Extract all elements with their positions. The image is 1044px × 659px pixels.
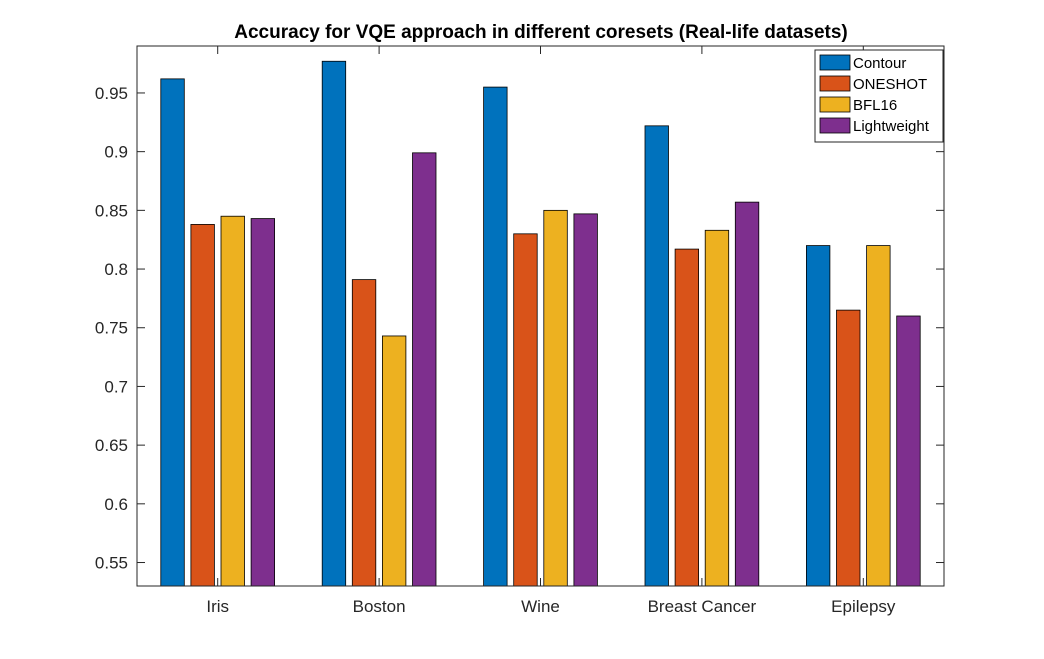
bar-iris-bfl16 — [220, 215, 245, 587]
bar-boston-bfl16 — [381, 335, 407, 587]
legend: Contour ONESHOT BFL16 Lightweight — [814, 49, 944, 143]
x-tick-label: Epilepsy — [831, 597, 896, 616]
bar-boston-lightweight — [412, 152, 437, 587]
bar-boston-contour — [321, 60, 347, 587]
x-tick-label: Iris — [206, 597, 229, 616]
bar-breast-cancer-contour — [644, 125, 669, 587]
y-tick-label: 0.85 — [95, 201, 128, 220]
legend-label-bfl16: BFL16 — [853, 97, 897, 114]
x-tick-label: Breast Cancer — [648, 597, 757, 616]
y-tick-label: 0.6 — [104, 495, 128, 514]
bar-wine-contour — [483, 86, 508, 587]
bar-breast-cancer-lightweight — [734, 201, 760, 587]
y-tick-label: 0.75 — [95, 319, 128, 338]
bar-epilepsy-contour — [806, 245, 831, 587]
y-tick-label: 0.95 — [95, 84, 128, 103]
legend-label-lightweight: Lightweight — [853, 118, 930, 135]
chart-title: Accuracy for VQE approach in different c… — [234, 22, 847, 43]
bar-wine-bfl16 — [543, 209, 568, 587]
bar-epilepsy-bfl16 — [866, 245, 891, 587]
y-tick-label: 0.8 — [104, 260, 128, 279]
bar-iris-lightweight — [250, 218, 276, 587]
x-tick-label: Boston — [353, 597, 406, 616]
legend-swatch-bfl16 — [819, 96, 851, 113]
bar-wine-lightweight — [573, 213, 598, 587]
y-tick-label: 0.7 — [104, 377, 128, 396]
y-tick-label: 0.9 — [104, 143, 128, 162]
x-tick-label: Wine — [521, 597, 560, 616]
legend-label-oneshot: ONESHOT — [853, 76, 927, 93]
bar-breast-cancer-oneshot — [674, 248, 699, 587]
bar-boston-oneshot — [351, 279, 377, 587]
legend-swatch-oneshot — [819, 75, 851, 92]
plot-area: 0.55 0.6 0.65 0.7 0.75 0.8 0.85 0.9 0.95 Iris Bost… — [95, 45, 945, 616]
y-tick-label: 0.65 — [95, 436, 128, 455]
legend-swatch-contour — [819, 54, 851, 71]
bar-epilepsy-lightweight — [896, 315, 921, 587]
bar-wine-oneshot — [513, 233, 538, 587]
bar-iris-oneshot — [190, 224, 215, 587]
bar-iris-contour — [160, 78, 185, 587]
legend-swatch-lightweight — [819, 117, 851, 134]
bar-breast-cancer-bfl16 — [704, 229, 730, 587]
y-tick-label: 0.55 — [95, 554, 128, 573]
legend-label-contour: Contour — [853, 55, 906, 72]
bar-epilepsy-oneshot — [836, 309, 861, 587]
